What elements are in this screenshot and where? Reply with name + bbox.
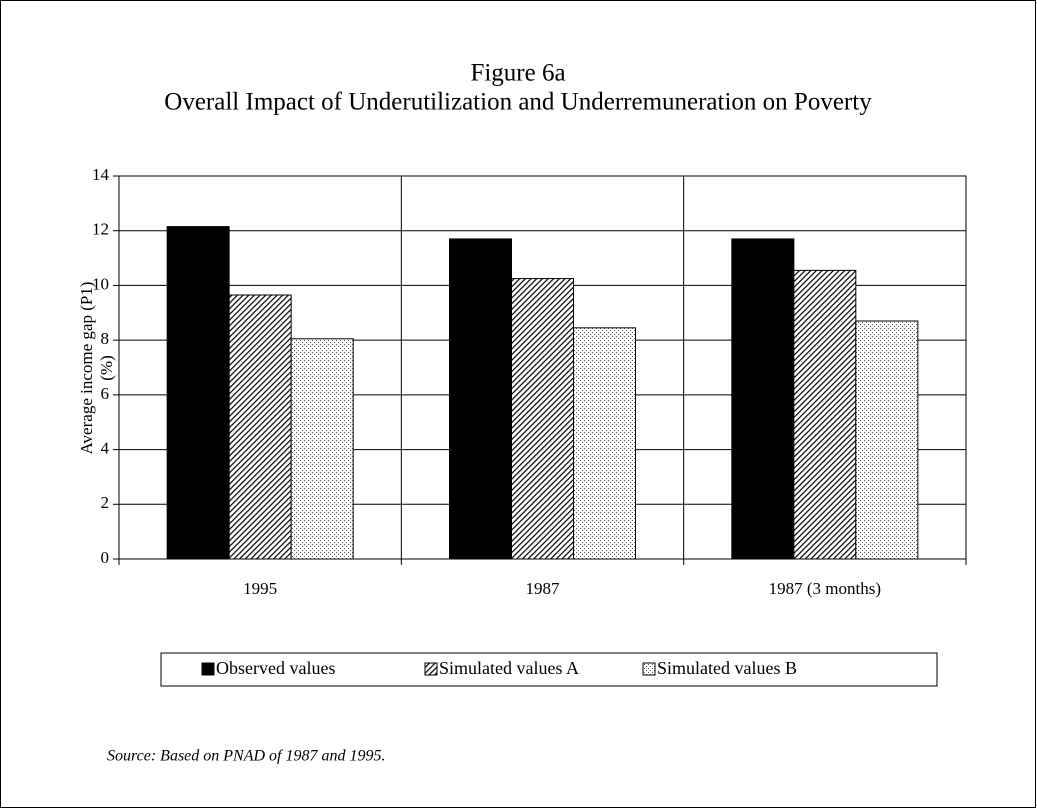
y-axis-label: (%)	[97, 355, 116, 380]
legend-swatch	[424, 662, 438, 676]
y-axis-label: Average income gap (P1)	[77, 282, 96, 455]
chart-title: Figure 6a	[470, 60, 565, 87]
legend-label: Observed values	[216, 658, 335, 678]
legend-label: Simulated values B	[657, 658, 797, 678]
y-tick-label: 12	[92, 220, 109, 239]
bar	[290, 338, 354, 560]
legend-swatch	[201, 662, 215, 676]
y-tick-label: 2	[101, 493, 110, 512]
bar	[166, 226, 230, 560]
y-tick-label: 14	[92, 165, 110, 184]
bar	[449, 238, 512, 560]
x-tick-label: 1995	[243, 579, 277, 598]
legend-box	[160, 652, 938, 687]
x-tick-label: 1987 (3 months)	[769, 579, 881, 598]
bar	[793, 269, 857, 560]
bar	[228, 294, 292, 560]
bar	[511, 278, 574, 560]
y-tick-label: 8	[101, 329, 110, 348]
legend-label: Simulated values A	[439, 658, 579, 678]
y-tick-label: 0	[101, 548, 110, 567]
y-tick-label: 6	[101, 384, 110, 403]
source-note: Source: Based on PNAD of 1987 and 1995.	[107, 748, 385, 765]
x-tick-label: 1987	[526, 579, 561, 598]
y-tick-label: 4	[101, 438, 110, 457]
chart-subtitle: Overall Impact of Underutilization and U…	[164, 89, 872, 116]
bar	[731, 238, 795, 560]
y-tick-label: 10	[92, 274, 109, 293]
bar	[573, 327, 636, 560]
bar	[855, 320, 919, 560]
legend-swatch	[642, 662, 656, 676]
